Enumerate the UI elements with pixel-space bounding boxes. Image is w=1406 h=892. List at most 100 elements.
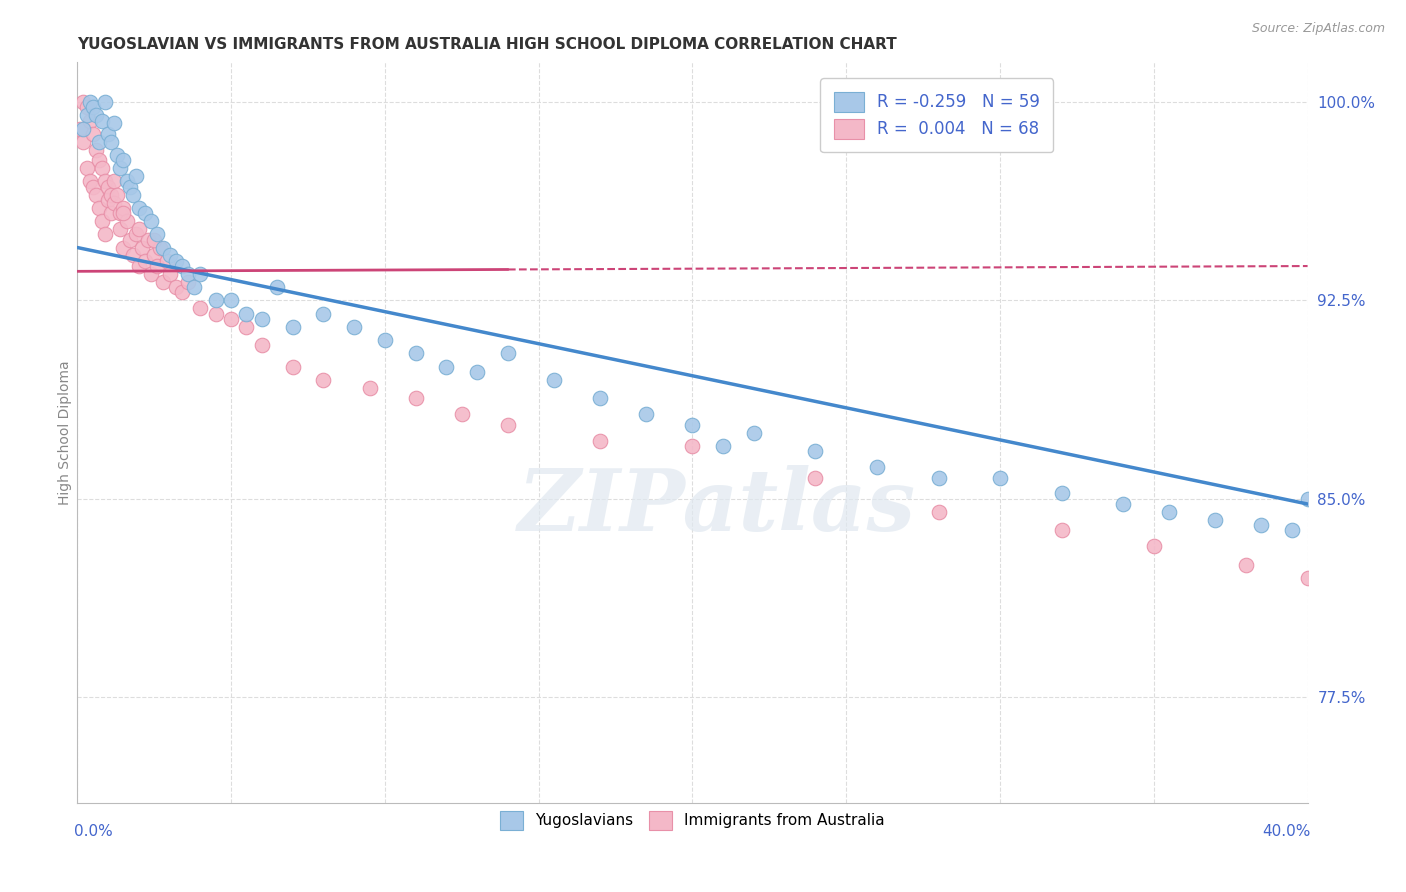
Point	[97, 193, 120, 207]
Point	[131, 240, 153, 255]
Point	[100, 135, 122, 149]
Point	[177, 275, 200, 289]
Point	[405, 346, 427, 360]
Y-axis label: High School Diploma: High School Diploma	[58, 360, 72, 505]
Text: Source: ZipAtlas.com: Source: ZipAtlas.com	[1251, 22, 1385, 36]
Point	[141, 267, 163, 281]
Point	[804, 444, 827, 458]
Point	[496, 417, 519, 432]
Point	[682, 417, 704, 432]
Point	[250, 312, 273, 326]
Point	[312, 307, 335, 321]
Point	[76, 100, 98, 114]
Point	[84, 187, 107, 202]
Point	[112, 206, 135, 220]
Point	[134, 253, 156, 268]
Point	[312, 373, 335, 387]
Point	[112, 240, 135, 255]
Point	[219, 293, 242, 308]
Point	[110, 222, 132, 236]
Point	[1250, 518, 1272, 533]
Point	[866, 460, 889, 475]
Point	[76, 108, 98, 122]
Text: ZIPatlas: ZIPatlas	[517, 465, 917, 549]
Point	[711, 439, 734, 453]
Text: YUGOSLAVIAN VS IMMIGRANTS FROM AUSTRALIA HIGH SCHOOL DIPLOMA CORRELATION CHART: YUGOSLAVIAN VS IMMIGRANTS FROM AUSTRALIA…	[77, 37, 897, 52]
Point	[87, 201, 110, 215]
Point	[94, 174, 117, 188]
Point	[115, 174, 138, 188]
Point	[112, 153, 135, 168]
Point	[125, 227, 148, 242]
Point	[94, 227, 117, 242]
Point	[128, 201, 150, 215]
Point	[1296, 571, 1319, 585]
Point	[188, 267, 212, 281]
Point	[136, 233, 159, 247]
Point	[343, 319, 366, 334]
Point	[465, 365, 488, 379]
Point	[146, 227, 169, 242]
Point	[235, 319, 257, 334]
Point	[115, 214, 138, 228]
Point	[87, 135, 110, 149]
Text: 40.0%: 40.0%	[1263, 824, 1310, 839]
Point	[1050, 524, 1073, 538]
Point	[1296, 491, 1319, 506]
Point	[165, 280, 187, 294]
Point	[103, 116, 125, 130]
Point	[125, 169, 148, 183]
Point	[90, 161, 114, 176]
Point	[170, 285, 193, 300]
Point	[436, 359, 458, 374]
Point	[1050, 486, 1073, 500]
Legend: Yugoslavians, Immigrants from Australia: Yugoslavians, Immigrants from Australia	[494, 805, 891, 836]
Point	[742, 425, 765, 440]
Point	[103, 174, 125, 188]
Point	[543, 373, 565, 387]
Point	[988, 470, 1011, 484]
Point	[159, 248, 181, 262]
Point	[72, 121, 94, 136]
Point	[450, 407, 472, 421]
Point	[94, 95, 117, 109]
Point	[72, 95, 94, 109]
Point	[359, 381, 381, 395]
Point	[121, 248, 143, 262]
Point	[804, 470, 827, 484]
Point	[250, 338, 273, 352]
Point	[219, 312, 242, 326]
Text: 0.0%: 0.0%	[75, 824, 112, 839]
Point	[105, 187, 128, 202]
Point	[110, 161, 132, 176]
Point	[79, 95, 101, 109]
Point	[146, 259, 169, 273]
Point	[152, 275, 174, 289]
Point	[188, 301, 212, 316]
Point	[281, 359, 304, 374]
Point	[165, 253, 187, 268]
Point	[152, 240, 174, 255]
Point	[79, 174, 101, 188]
Point	[82, 100, 104, 114]
Point	[112, 201, 135, 215]
Point	[134, 206, 156, 220]
Point	[155, 253, 177, 268]
Point	[72, 135, 94, 149]
Point	[97, 127, 120, 141]
Point	[118, 179, 141, 194]
Point	[84, 108, 107, 122]
Point	[496, 346, 519, 360]
Point	[204, 293, 226, 308]
Point	[69, 121, 91, 136]
Point	[82, 179, 104, 194]
Point	[281, 319, 304, 334]
Point	[374, 333, 396, 347]
Point	[90, 214, 114, 228]
Point	[183, 280, 205, 294]
Point	[1281, 524, 1303, 538]
Point	[405, 391, 427, 405]
Point	[79, 113, 101, 128]
Point	[97, 179, 120, 194]
Point	[682, 439, 704, 453]
